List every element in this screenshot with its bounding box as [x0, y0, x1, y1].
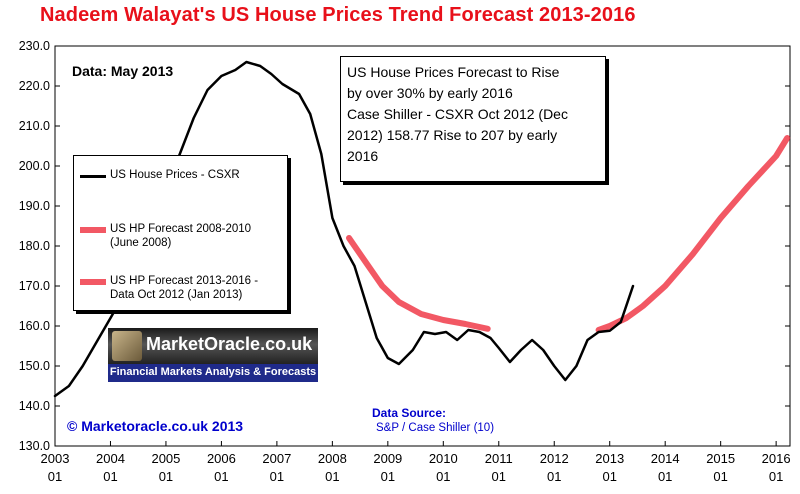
y-tick-label: 210.0	[19, 119, 50, 133]
x-tick-label-year: 2007	[262, 451, 291, 466]
x-tick-label-month: 01	[48, 469, 62, 484]
x-tick-label-year: 2010	[429, 451, 458, 466]
legend-label: US HP Forecast 2013-2016 -	[110, 275, 259, 287]
data-source-value: S&P / Case Shiller (10)	[376, 422, 495, 434]
chart-axes: 130.0 140.0 150.0 160.0 170.0 180.0 190.0 200.0…	[19, 39, 791, 484]
x-tick-label-year: 2006	[207, 451, 236, 466]
forecast-series-line	[346, 235, 491, 332]
y-tick-label: 160.0	[19, 319, 50, 333]
x-tick-label-month: 01	[547, 469, 561, 484]
y-tick-label: 140.0	[19, 399, 50, 413]
x-tick-label-year: 2011	[485, 451, 513, 466]
y-tick-label: 190.0	[19, 199, 50, 213]
legend-label: (June 2008)	[110, 237, 172, 249]
x-tick-label-year: 2008	[318, 451, 347, 466]
y-tick-label: 170.0	[19, 279, 50, 293]
x-tick-label-month: 01	[713, 469, 727, 484]
chart-legend: US House Prices - CSXR US HP Forecast 20…	[73, 155, 288, 311]
marketoracle-logo: MarketOracle.co.uk Financial Markets Ana…	[108, 328, 318, 382]
y-tick-label: 220.0	[19, 79, 50, 93]
legend-swatch	[80, 279, 106, 285]
forecast-line: by over 30% by early 2016	[347, 85, 513, 101]
legend-label: US House Prices - CSXR	[110, 169, 240, 181]
data-date-label: Data: May 2013	[72, 63, 174, 79]
forecast-line: 2012) 158.77 Rise to 207 by early	[347, 127, 558, 143]
forecast-line: US House Prices Forecast to Rise	[347, 64, 560, 80]
logo-figure-icon	[112, 331, 142, 361]
y-tick-label: 180.0	[19, 239, 50, 253]
logo-tagline: Financial Markets Analysis & Forecasts	[109, 366, 317, 378]
forecast-line: 2016	[347, 148, 379, 164]
x-tick-label-year: 2003	[41, 451, 70, 466]
x-tick-label-month: 01	[492, 469, 506, 484]
x-tick-label-year: 2004	[96, 451, 125, 466]
x-tick-label-month: 01	[436, 469, 450, 484]
x-tick-label-year: 2015	[706, 451, 735, 466]
x-tick-label-month: 01	[381, 469, 395, 484]
x-tick-label-year: 2009	[373, 451, 402, 466]
y-tick-label: 130.0	[19, 439, 50, 453]
x-tick-label-year: 2005	[151, 451, 180, 466]
x-tick-label-month: 01	[769, 469, 783, 484]
y-tick-label: 150.0	[19, 359, 50, 373]
logo-banner: MarketOracle.co.uk	[108, 328, 318, 364]
x-tick-label-month: 01	[602, 469, 616, 484]
forecast-series-line	[595, 135, 791, 333]
y-tick-label: 200.0	[19, 159, 50, 173]
x-tick-label-month: 01	[325, 469, 339, 484]
legend-label: Data Oct 2012 (Jan 2013)	[110, 289, 243, 301]
x-tick-label-year: 2013	[595, 451, 624, 466]
y-tick-label: 230.0	[19, 39, 50, 53]
forecast-line: Case Shiller - CSXR Oct 2012 (Dec	[347, 106, 568, 122]
data-source-label: Data Source:	[372, 406, 447, 420]
legend-swatch	[80, 227, 106, 233]
x-tick-label-year: 2012	[540, 451, 569, 466]
x-tick-label-year: 2014	[651, 451, 680, 466]
x-tick-label-month: 01	[658, 469, 672, 484]
legend-label: US HP Forecast 2008-2010	[110, 223, 252, 235]
x-tick-label-year: 2016	[762, 451, 791, 466]
forecast-annotation-box: US House Prices Forecast to Rise by over…	[340, 56, 606, 182]
legend-swatch	[80, 175, 106, 178]
x-tick-label-month: 01	[159, 469, 173, 484]
x-tick-label-month: 01	[270, 469, 284, 484]
logo-name: MarketOracle.co.uk	[146, 334, 313, 354]
x-tick-label-month: 01	[214, 469, 228, 484]
x-tick-label-month: 01	[103, 469, 117, 484]
chart-title: Nadeem Walayat's US House Prices Trend F…	[40, 4, 636, 26]
copyright-text: © Marketoracle.co.uk 2013	[67, 418, 244, 434]
